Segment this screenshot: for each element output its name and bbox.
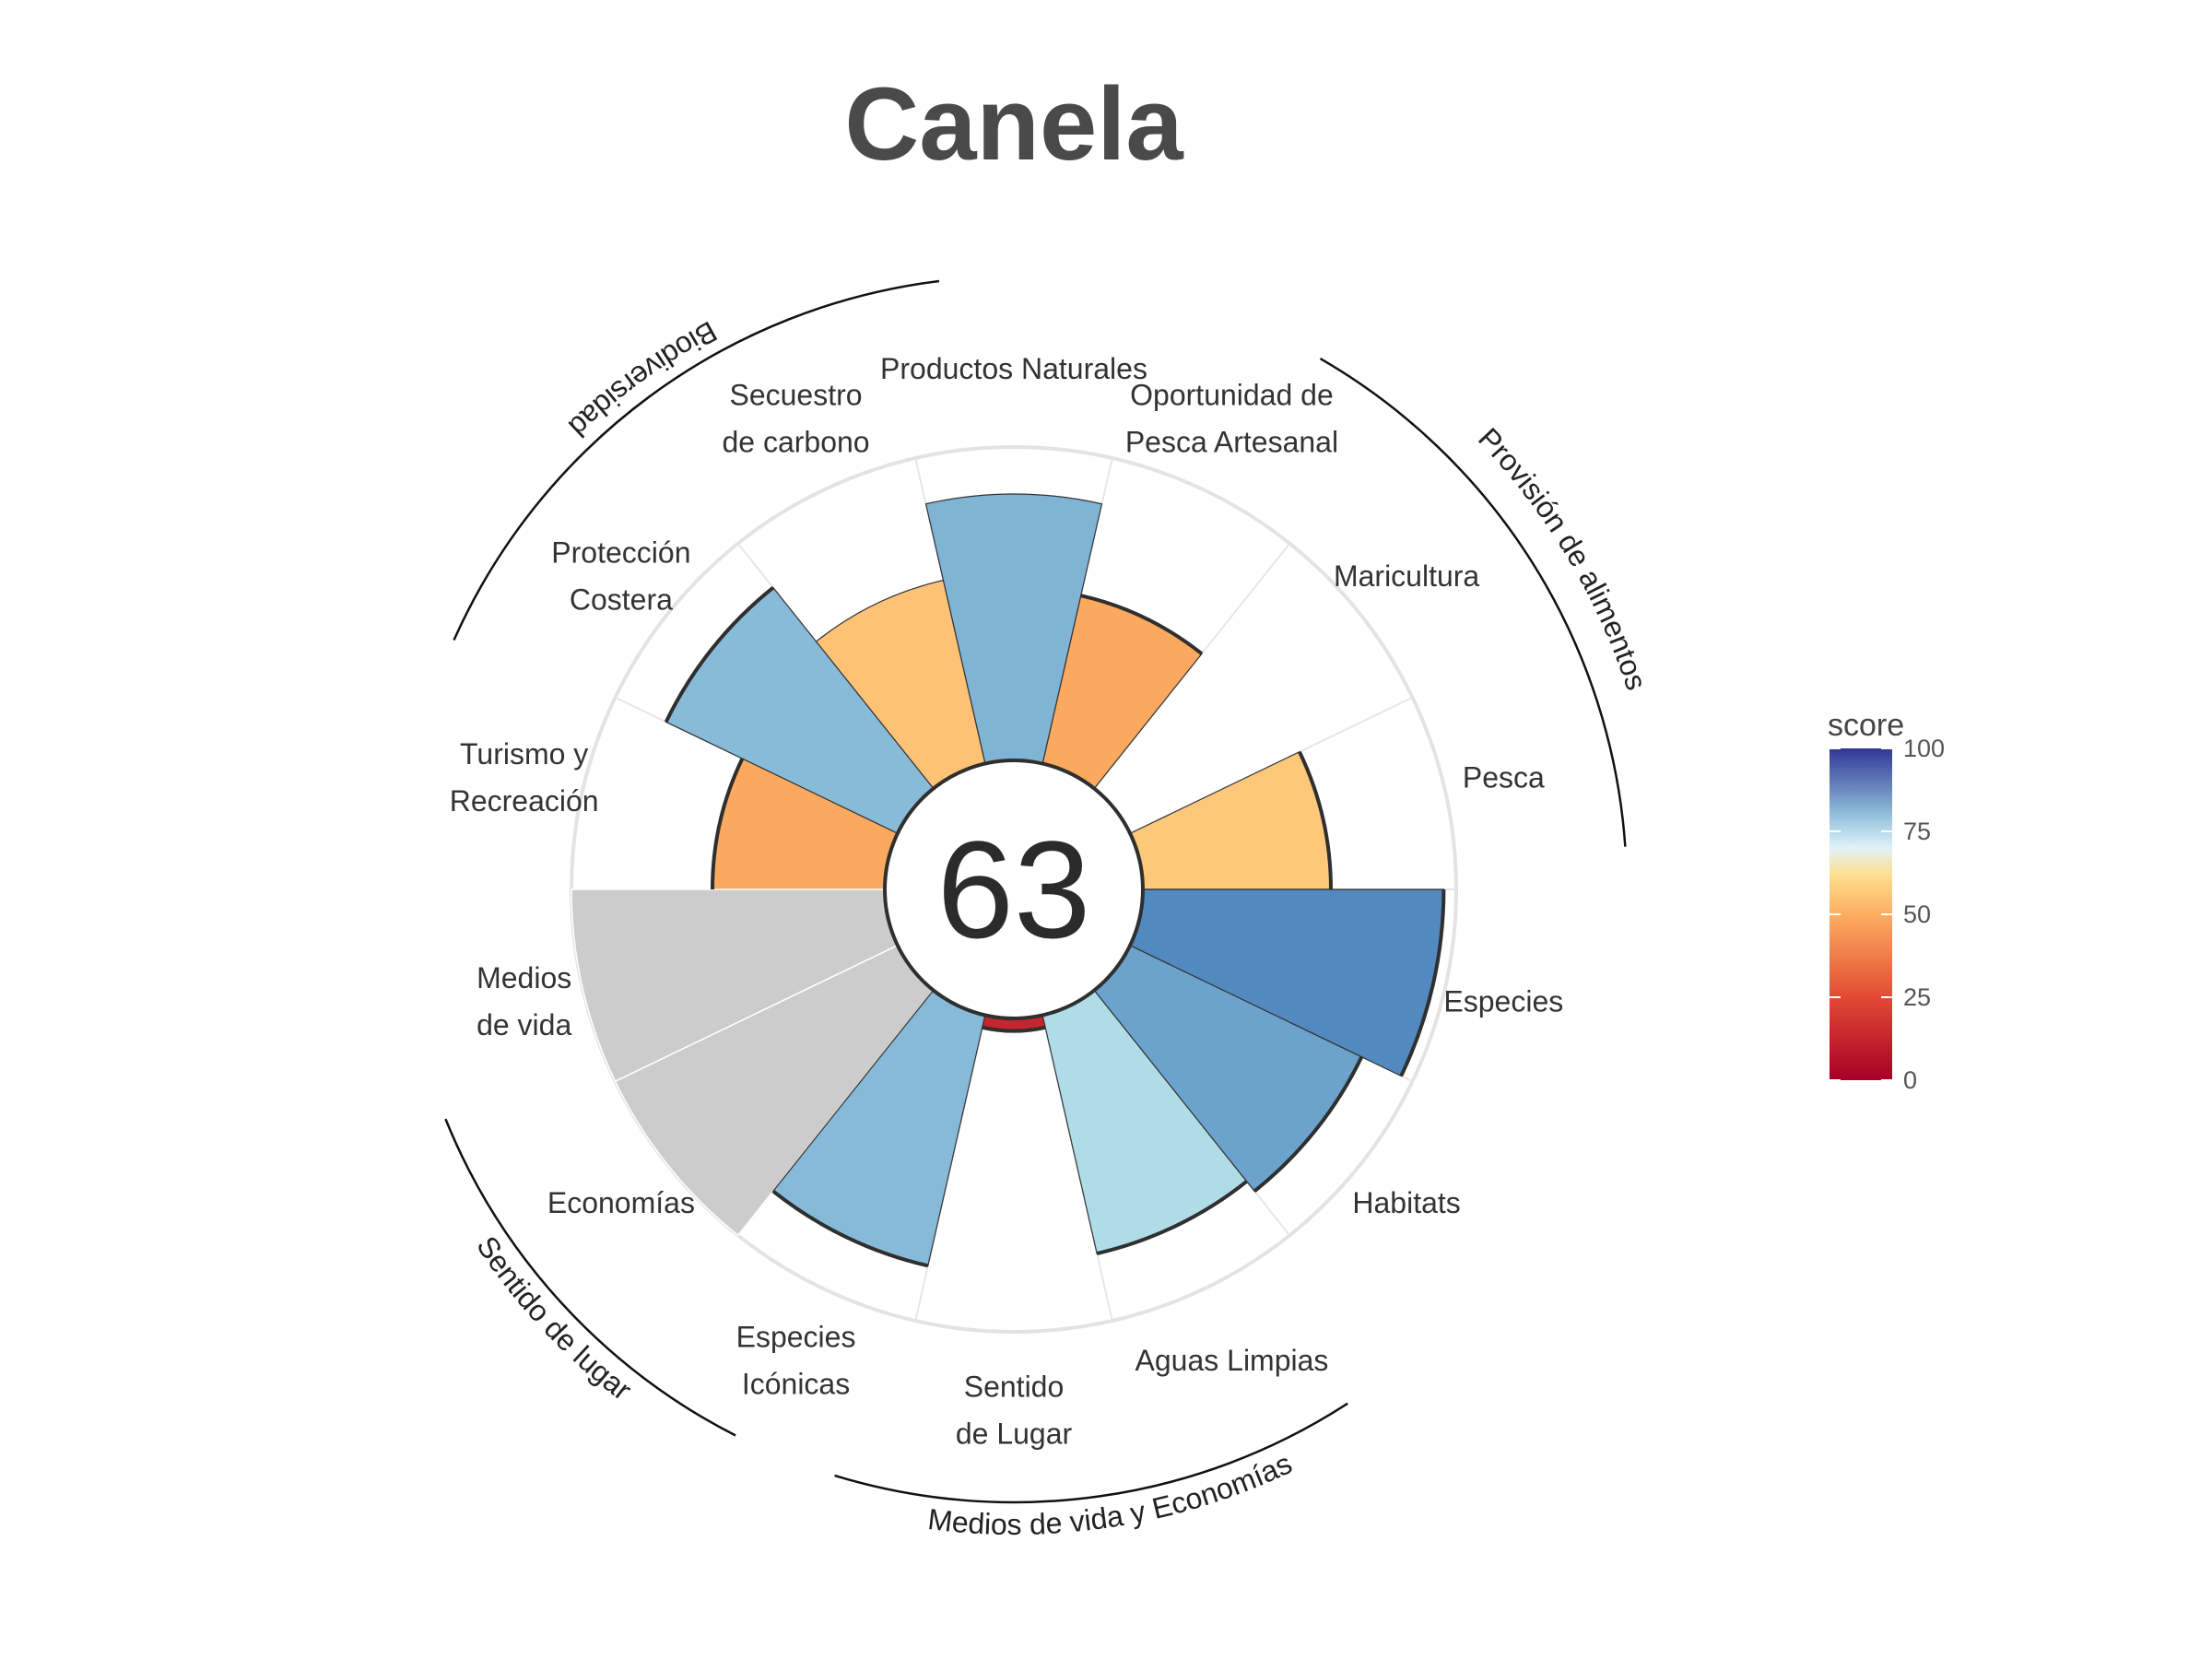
bar-pesca [1129,750,1332,890]
goal-label: de carbono [722,425,869,458]
legend-tick-label: 100 [1903,735,1945,762]
goal-label: Protección [551,536,690,570]
goal-label: Turismo y [460,737,588,771]
goal-label: Economías [547,1186,695,1219]
bar-outline [982,1025,1046,1033]
group-label: Biodiversidad [562,315,723,444]
bar-outline [711,758,745,890]
legend-tick-label: 75 [1903,818,1931,845]
goal-label: Habitats [1352,1186,1460,1219]
goal-label: Aguas Limpias [1135,1344,1329,1377]
center-circle [883,759,1145,1020]
goal-label: Sentido [964,1371,1065,1404]
color-legend: score 100 75 50 25 0 [1828,708,1945,1094]
goal-label: Icónicas [742,1368,850,1401]
legend-tick-label: 50 [1903,900,1931,928]
group-label: Sentido de lugar [470,1230,638,1407]
goal-labels: Pesca Maricultura Oportunidad de Pesca Arte… [450,352,1564,1451]
group-label: Provisión de alimentos [1472,421,1653,694]
legend-tick-label: 0 [1903,1066,1917,1094]
goal-label: de vida [477,1008,571,1041]
goal-label: Productos Naturales [880,352,1147,385]
chart-title: Canela [844,66,1183,182]
bar-outline [1298,750,1333,890]
bar-outline [664,586,775,724]
bar-outline [1253,1055,1364,1193]
goal-label: Oportunidad de [1130,378,1334,411]
goal-label: Medios [477,961,571,994]
goal-label: Especies [736,1321,856,1354]
legend-tick-label: 25 [1903,983,1931,1011]
goal-label: Maricultura [1334,559,1479,593]
center-score: 63 [937,812,1091,967]
group-arc [1319,358,1627,847]
legend-title: score [1828,708,1904,743]
goal-label: Pesca Artesanal [1125,425,1338,458]
goal-label: Pesca [1463,761,1545,794]
group-arc [453,279,940,641]
group-arc [444,1118,736,1437]
goal-label: Recreación [450,784,599,818]
bar-outline [1399,888,1446,1077]
bar-outline [1096,1180,1248,1255]
bar-outline [1080,594,1204,655]
goal-label: de Lugar [956,1418,1073,1451]
polar-bars [571,493,1446,1268]
goal-label: Secuestro [729,378,862,411]
goal-label: Especies [1443,984,1563,1018]
center-disc: 63 [883,759,1145,1020]
goal-label: Costera [570,583,673,617]
bar-outline [771,1189,929,1268]
group-arc [834,1402,1348,1504]
